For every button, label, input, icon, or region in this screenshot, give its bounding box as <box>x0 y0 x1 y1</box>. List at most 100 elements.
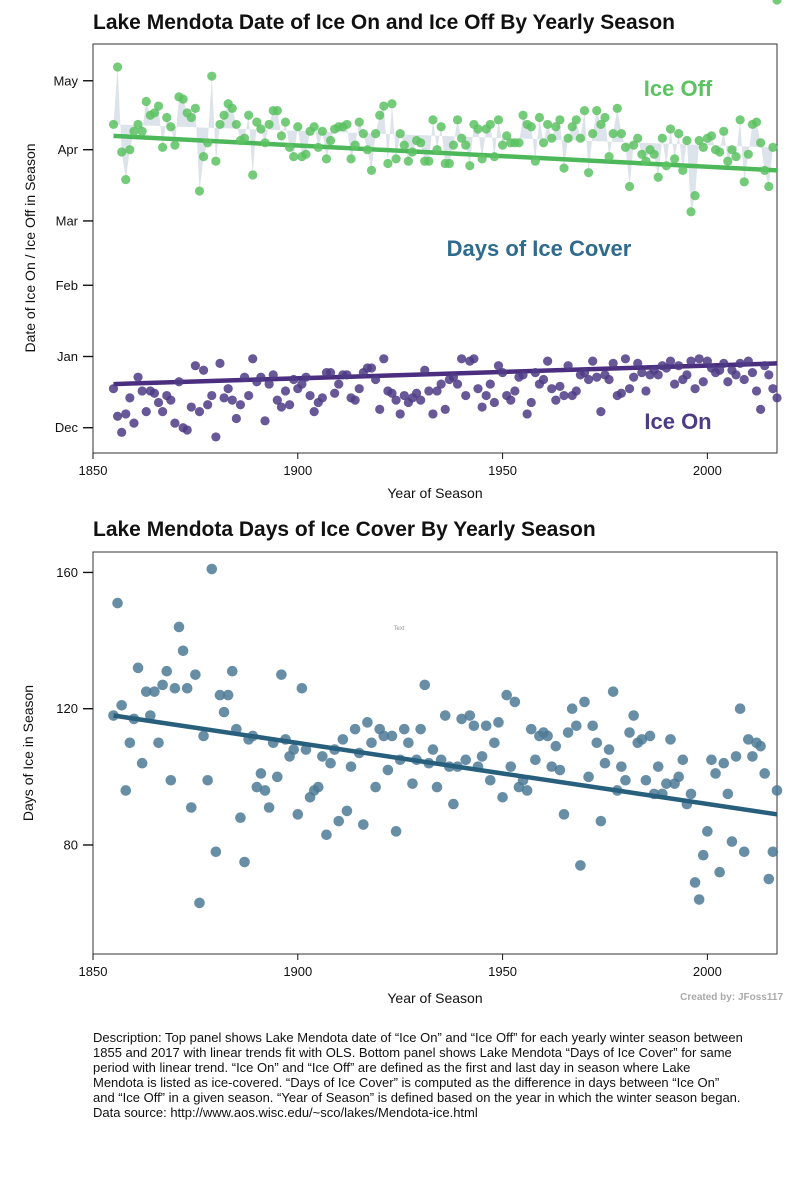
ice-off-point <box>395 129 405 139</box>
ice-off-point <box>264 119 274 130</box>
days-of-ice-point <box>530 754 541 766</box>
ice-off-point <box>616 129 626 139</box>
top-x-tick-label: 1850 <box>79 463 108 478</box>
days-of-ice-point <box>366 737 377 749</box>
days-of-ice-point <box>616 761 627 772</box>
ice-off-point <box>313 142 323 152</box>
days-of-ice-point <box>546 761 558 772</box>
days-of-ice-point <box>497 791 508 803</box>
days-of-ice-point <box>325 757 336 769</box>
days-of-ice-point <box>239 856 250 868</box>
ice-off-point <box>473 124 483 134</box>
ice-off-point <box>141 96 151 107</box>
ice-off-point <box>694 135 704 146</box>
ice-on-point <box>399 390 409 401</box>
days-of-ice-point <box>403 737 414 749</box>
ice-on-point <box>452 379 463 389</box>
ice-on-point <box>231 413 241 424</box>
ice-off-point <box>358 129 368 139</box>
ice-on-point <box>330 388 340 398</box>
days-of-ice-point <box>149 686 160 697</box>
ice-off-point <box>555 115 565 125</box>
ice-off-point <box>207 71 217 81</box>
days-of-ice-point <box>296 682 308 694</box>
days-of-ice-point <box>370 781 381 793</box>
days-of-ice-point <box>693 894 705 905</box>
ice-off-point <box>641 156 651 166</box>
days-of-ice-point <box>493 717 504 728</box>
credit-text: Created by: JFoss117 <box>680 992 783 1003</box>
ice-on-point <box>690 384 700 394</box>
ice-off-point <box>608 129 618 139</box>
ice-off-point <box>383 158 393 169</box>
ice-off-point <box>129 126 139 136</box>
ice-on-point <box>239 372 250 382</box>
top-panel: Lake Mendota Date of Ice On and Ice Off … <box>22 0 782 501</box>
ice-off-point <box>461 140 471 150</box>
ice-off-point <box>600 112 610 123</box>
ice-off-point <box>416 138 426 148</box>
ice-on-point <box>276 402 287 412</box>
ice-on-point <box>489 397 499 408</box>
top-x-tick-label: 1950 <box>488 463 517 478</box>
ice-on-point <box>457 354 467 364</box>
days-of-ice-point <box>235 812 246 824</box>
days-of-ice-point <box>509 696 521 708</box>
ice-on-point <box>665 356 676 366</box>
ice-off-point <box>567 122 577 132</box>
ice-on-point <box>530 367 540 378</box>
days-of-ice-point <box>456 713 467 725</box>
ice-off-point <box>538 138 549 148</box>
ice-off-point <box>444 158 454 169</box>
ice-off-point <box>485 119 495 130</box>
ice-off-point <box>190 103 200 113</box>
ice-on-point <box>436 379 446 389</box>
days-of-ice-point <box>398 723 410 735</box>
ice-on-point <box>481 390 491 401</box>
days-of-ice-point <box>194 897 205 909</box>
top-chart-title: Lake Mendota Date of Ice On and Ice Off … <box>93 11 675 34</box>
ice-on-point <box>760 361 770 371</box>
ice-off-point <box>633 133 643 143</box>
ice-off-point <box>178 94 188 104</box>
days-of-ice-point <box>226 665 238 677</box>
ice-on-point <box>121 409 131 419</box>
ice-off-point <box>280 117 291 127</box>
ice-on-point <box>596 407 606 417</box>
bottom-axes-ticks: 1850 1900 1950 2000 80 120 160 <box>56 565 722 979</box>
ice-off-point <box>424 156 434 166</box>
ice-off-point <box>682 135 692 146</box>
ice-on-point <box>325 367 336 378</box>
top-y-tick-label: Dec <box>55 420 79 435</box>
ice-off-point <box>325 135 336 146</box>
bottom-x-axis-label: Year of Season <box>387 990 482 1006</box>
days-of-ice-point <box>272 771 283 783</box>
top-y-tick-label: Mar <box>56 213 79 228</box>
days-of-ice-point <box>427 744 439 755</box>
days-of-ice-point <box>480 720 492 732</box>
days-of-ice-point <box>382 764 394 776</box>
ice-off-point <box>162 112 172 123</box>
days-of-ice-point <box>276 669 287 680</box>
ice-off-point <box>690 191 700 201</box>
ice-on-point <box>117 427 127 437</box>
ice-on-point <box>198 365 209 375</box>
days-of-ice-point <box>460 754 472 766</box>
ice-off-point <box>764 181 774 192</box>
ice-on-point <box>624 384 635 394</box>
days-of-ice-point <box>566 703 578 715</box>
days-of-ice-point <box>620 774 631 786</box>
ice-on-point <box>772 393 782 403</box>
ice-on-point <box>461 390 471 401</box>
days-of-ice-point <box>337 734 349 745</box>
ice-on-point <box>485 379 495 389</box>
days-of-ice-point <box>181 682 193 694</box>
days-of-ice-point <box>468 720 480 732</box>
ice-off-point <box>166 122 176 132</box>
ice-on-point <box>440 404 450 414</box>
days-of-ice-point <box>718 757 730 769</box>
days-of-ice-point <box>345 761 357 772</box>
ice-off-point <box>137 126 147 136</box>
days-of-ice-point <box>419 679 431 691</box>
ice-off-point <box>198 151 209 162</box>
